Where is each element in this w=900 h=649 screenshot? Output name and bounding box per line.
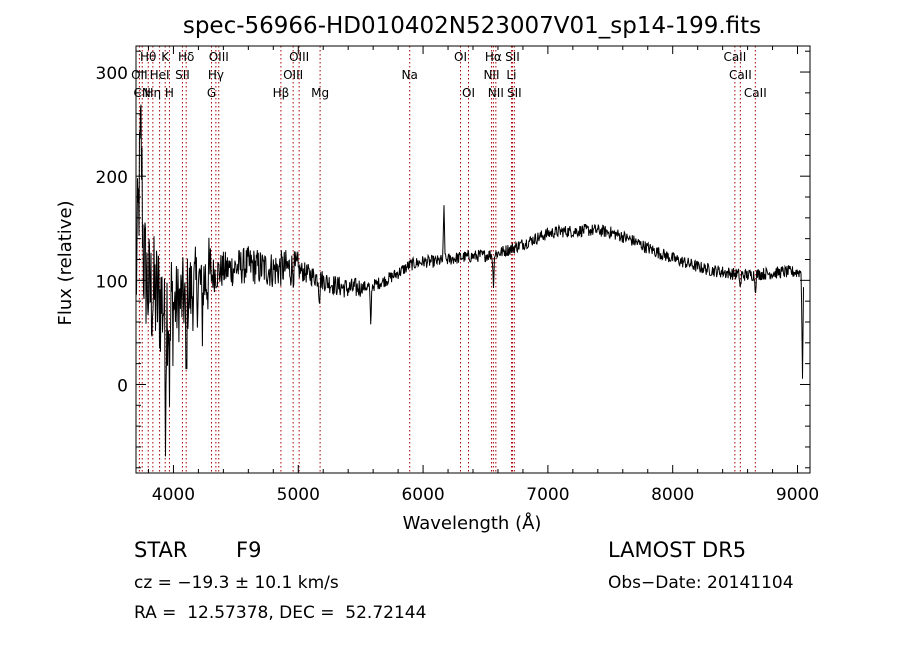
line-label: CN xyxy=(134,86,151,100)
line-label: SII xyxy=(175,68,190,82)
x-tick-label: 4000 xyxy=(152,485,195,505)
line-label: SII xyxy=(505,50,520,64)
line-label: OI xyxy=(454,50,467,64)
line-label: Na xyxy=(402,68,418,82)
plot-frame xyxy=(135,45,811,474)
line-label: CaII xyxy=(729,68,752,82)
line-label: Hδ xyxy=(178,50,194,64)
line-label: OIII xyxy=(209,50,229,64)
line-label: CaII xyxy=(723,50,746,64)
observation-date: Obs−Date: 20141104 xyxy=(608,573,794,593)
line-label: OIII xyxy=(283,68,303,82)
line-label: Hθ xyxy=(140,50,156,64)
radial-velocity: cz = −19.3 ± 10.1 km/s xyxy=(134,573,339,593)
spectrum-line xyxy=(135,104,804,457)
line-label: SII xyxy=(507,86,522,100)
chart-title: spec-56966-HD010402N523007V01_sp14-199.f… xyxy=(183,13,761,39)
y-tick-label: 200 xyxy=(96,168,128,188)
line-label: Hη xyxy=(145,86,162,100)
line-label: K xyxy=(161,50,170,64)
line-label: HeI xyxy=(150,68,170,82)
y-axis-label: Flux (relative) xyxy=(55,200,76,325)
survey-name: LAMOST DR5 xyxy=(608,538,747,562)
line-label: OIII xyxy=(289,50,309,64)
y-tick-label: 300 xyxy=(96,64,128,84)
object-subclass: F9 xyxy=(236,538,262,562)
line-label: OI xyxy=(462,86,475,100)
x-tick-label: 9000 xyxy=(776,485,819,505)
object-class: STAR xyxy=(134,538,188,562)
x-tick-label: 8000 xyxy=(651,485,694,505)
line-label: NII xyxy=(488,86,504,100)
line-label: Hγ xyxy=(208,68,224,82)
x-axis-label: Wavelength (Å) xyxy=(403,512,542,534)
line-label: CaII xyxy=(744,86,767,100)
y-tick-label: 100 xyxy=(96,272,128,292)
x-tick-label: 5000 xyxy=(277,485,320,505)
line-label: Hβ xyxy=(273,86,290,100)
x-tick-label: 7000 xyxy=(526,485,569,505)
line-label: H xyxy=(165,86,174,100)
line-label: NII xyxy=(483,68,499,82)
line-label: OII xyxy=(131,68,148,82)
y-tick-label: 0 xyxy=(117,376,128,396)
line-label: Mg xyxy=(311,86,329,100)
line-label: G xyxy=(207,86,216,100)
x-tick-label: 6000 xyxy=(401,485,444,505)
line-label: Li xyxy=(506,68,516,82)
axes: 4000 5000 6000 7000 8000 9000 0 100 200 300 xyxy=(96,46,819,505)
coordinates: RA = 12.57378, DEC = 52.72144 xyxy=(134,603,427,623)
line-label: Hα xyxy=(485,50,502,64)
